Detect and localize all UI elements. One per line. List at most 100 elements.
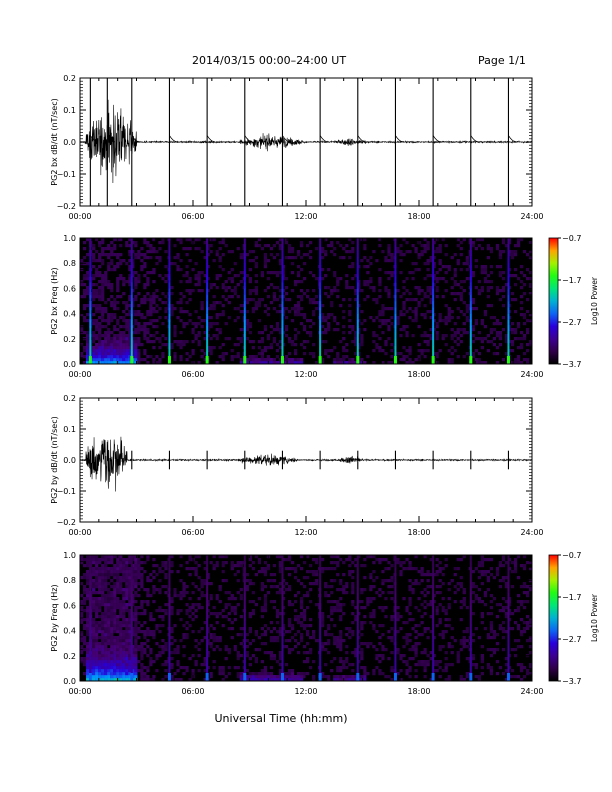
heatmap-cell	[206, 349, 210, 353]
spike-line	[432, 307, 435, 314]
heatmap-cell	[321, 316, 325, 320]
heatmap-cell	[137, 645, 141, 649]
heatmap-cell	[302, 561, 307, 565]
spike-line	[432, 301, 435, 308]
heatmap-cell	[227, 591, 231, 595]
spike-line	[168, 256, 171, 264]
heatmap-cell	[342, 573, 346, 577]
heatmap-cell	[98, 325, 102, 329]
heatmap-cell	[179, 238, 183, 242]
heatmap-cell	[441, 645, 445, 649]
heatmap-cell	[372, 334, 376, 338]
heatmap-cell	[104, 334, 108, 338]
heatmap-cell	[113, 343, 117, 347]
heatmap-cell	[293, 304, 298, 308]
heatmap-cell	[80, 259, 84, 263]
heatmap-cell	[95, 591, 99, 595]
heatmap-cell	[131, 241, 135, 245]
heatmap-cell	[519, 346, 524, 350]
heatmap-cell	[128, 355, 132, 359]
heatmap-cell	[354, 675, 358, 679]
heatmap-cell	[95, 250, 99, 254]
heatmap-cell	[236, 633, 240, 637]
heatmap-cell	[122, 663, 126, 667]
heatmap-cell	[278, 304, 283, 308]
heatmap-cell	[432, 573, 436, 577]
spike-line	[281, 307, 284, 314]
heatmap-cell	[471, 271, 475, 275]
heatmap-cell	[107, 609, 111, 613]
heatmap-cell	[495, 642, 500, 646]
heatmap-cell	[399, 654, 403, 658]
heatmap-cell	[474, 663, 478, 667]
heatmap-cell	[257, 672, 261, 676]
heatmap-cell	[390, 618, 394, 622]
heatmap-cell	[306, 624, 310, 628]
heatmap-cell	[366, 280, 370, 284]
heatmap-cell	[302, 651, 307, 655]
heatmap-cell	[387, 244, 391, 248]
heatmap-cell	[453, 253, 457, 257]
heatmap-cell	[489, 624, 494, 628]
heatmap-cell	[107, 591, 111, 595]
heatmap-cell	[86, 663, 90, 667]
heatmap-cell	[495, 672, 500, 676]
heatmap-cell	[402, 325, 406, 329]
heatmap-cell	[248, 630, 252, 634]
heatmap-cell	[182, 591, 186, 595]
heatmap-cell	[441, 669, 445, 673]
heatmap-cell	[245, 301, 249, 305]
heatmap-cell	[125, 307, 129, 311]
heatmap-cell	[119, 325, 123, 329]
heatmap-cell	[134, 573, 138, 577]
heatmap-cell	[299, 612, 304, 616]
heatmap-cell	[194, 573, 198, 577]
heatmap-cell	[369, 256, 373, 260]
heatmap-cell	[465, 672, 469, 676]
heatmap-cell	[134, 355, 138, 359]
heatmap-cell	[254, 657, 258, 661]
heatmap-cell	[95, 343, 99, 347]
heatmap-cell	[86, 582, 90, 586]
heatmap-cell	[209, 337, 213, 341]
spike-line	[206, 250, 209, 258]
heatmap-cell	[405, 298, 409, 302]
heatmap-cell	[149, 657, 153, 661]
heatmap-cell	[275, 678, 280, 682]
heatmap-cell	[134, 579, 138, 583]
heatmap-cell	[522, 337, 527, 341]
heatmap-cell	[95, 573, 99, 577]
heatmap-cell	[330, 609, 334, 613]
heatmap-cell	[218, 648, 222, 652]
heatmap-cell	[95, 561, 99, 565]
heatmap-cell	[363, 615, 367, 619]
heatmap-cell	[342, 337, 346, 341]
heatmap-cell	[489, 654, 494, 658]
heatmap-cell	[224, 591, 228, 595]
heatmap-cell	[272, 295, 277, 299]
heatmap-cell	[101, 247, 105, 251]
heatmap-cell	[104, 337, 108, 341]
heatmap-cell	[456, 292, 460, 296]
heatmap-cell	[254, 633, 258, 637]
heatmap-cell	[495, 346, 500, 350]
heatmap-cell	[435, 355, 439, 359]
heatmap-cell	[360, 238, 364, 242]
heatmap-cell	[339, 361, 343, 365]
heatmap-cell	[125, 630, 129, 634]
heatmap-cell	[113, 636, 117, 640]
heatmap-cell	[342, 675, 346, 679]
heatmap-cell	[215, 564, 219, 568]
spike-line	[507, 301, 510, 308]
heatmap-cell	[113, 585, 117, 589]
heatmap-cell	[107, 669, 111, 673]
heatmap-cell	[498, 322, 503, 326]
heatmap-cell	[107, 558, 111, 562]
spike-line	[281, 351, 284, 358]
heatmap-cell	[269, 283, 274, 287]
heatmap-cell	[119, 238, 123, 242]
heatmap-cell	[462, 262, 466, 266]
heatmap-cell	[278, 675, 283, 679]
heatmap-cell	[101, 627, 105, 631]
heatmap-cell	[146, 627, 150, 631]
